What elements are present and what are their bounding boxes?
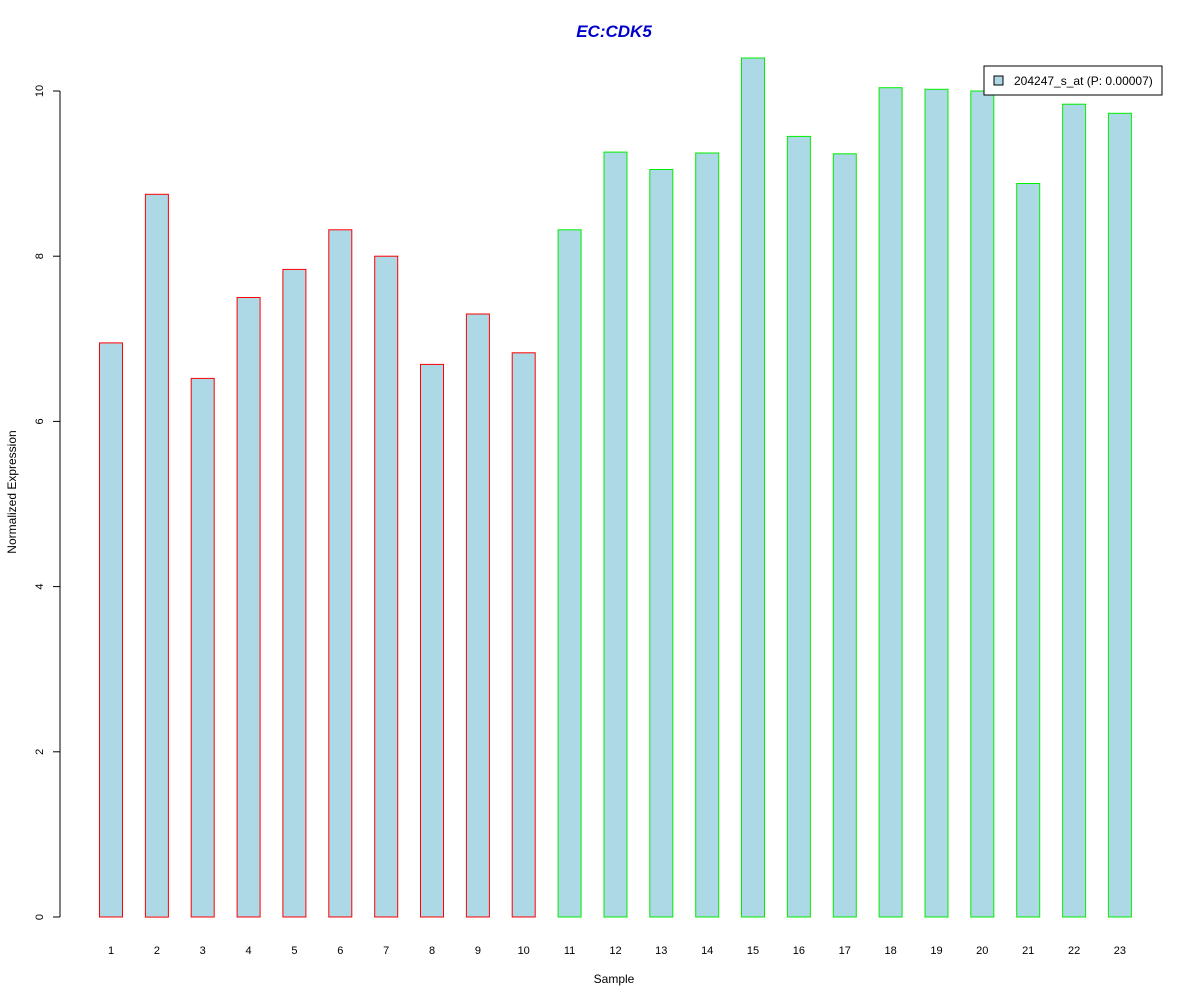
x-tick-label: 5	[291, 945, 297, 957]
x-tick-label: 19	[930, 945, 942, 957]
x-tick-label: 18	[884, 945, 896, 957]
x-tick-label: 4	[246, 945, 252, 957]
bar-sample-9	[465, 313, 490, 918]
x-tick-label: 12	[609, 945, 621, 957]
bar-sample-3	[190, 377, 215, 918]
y-axis: 0 2 4 6 8 10	[34, 85, 61, 920]
x-tick-label: 10	[518, 945, 530, 957]
legend-box	[983, 65, 1163, 96]
bar-sample-11	[557, 229, 582, 918]
x-tick-label: 3	[200, 945, 206, 957]
legend: 204247_s_at (P: 0.00007)	[983, 65, 1163, 96]
y-tick-label: 0	[34, 914, 46, 920]
x-tick-label: 20	[976, 945, 988, 957]
x-tick-label: 16	[793, 945, 805, 957]
y-tick-label: 2	[34, 749, 46, 755]
bar-sample-1	[99, 342, 123, 918]
bar-sample-8	[420, 363, 444, 918]
x-tick-label: 7	[383, 945, 389, 957]
x-tick-label: 1	[108, 945, 114, 957]
bar-sample-10	[511, 352, 536, 918]
x-tick-labels: 1 2 3 4 5 6 7 8 9 10 11 12 13 14 15 16 17 18 19 20 21 22 23	[108, 945, 1126, 957]
bar-sample-22	[1062, 103, 1087, 918]
x-tick-label: 15	[747, 945, 759, 957]
x-tick-label: 17	[839, 945, 851, 957]
x-tick-label: 21	[1022, 945, 1034, 957]
bar-sample-21	[1016, 183, 1041, 918]
x-tick-label: 9	[475, 945, 481, 957]
bar-sample-4	[236, 297, 261, 918]
x-tick-label: 2	[154, 945, 160, 957]
y-axis-label: Normalized Expression	[5, 430, 19, 553]
bar-sample-7	[374, 255, 399, 918]
y-tick-label: 4	[34, 584, 46, 590]
chart-title: EC:CDK5	[576, 22, 652, 41]
bar-sample-2	[144, 193, 169, 918]
bar-sample-18	[878, 87, 903, 918]
bar-sample-19	[924, 88, 949, 918]
bar-sample-5	[282, 268, 307, 918]
y-tick-label: 6	[34, 418, 46, 424]
x-tick-label: 8	[429, 945, 435, 957]
x-tick-label: 14	[701, 945, 713, 957]
bar-sample-20	[970, 90, 995, 918]
x-tick-label: 11	[564, 945, 575, 957]
bar-sample-6	[328, 229, 353, 918]
bar-sample-17	[832, 153, 857, 918]
y-tick-label: 10	[34, 85, 46, 97]
x-tick-label: 23	[1114, 945, 1126, 957]
x-tick-label: 6	[337, 945, 343, 957]
x-tick-label: 22	[1068, 945, 1080, 957]
legend-swatch	[993, 75, 1004, 86]
x-tick-label: 13	[655, 945, 667, 957]
bar-sample-16	[786, 135, 811, 918]
bar-sample-13	[649, 169, 674, 918]
bar-sample-12	[603, 151, 628, 918]
y-tick-label: 8	[34, 253, 46, 259]
legend-label: 204247_s_at (P: 0.00007)	[1014, 74, 1153, 88]
x-axis-label: Sample	[594, 972, 635, 986]
bar-sample-14	[695, 152, 720, 918]
bars-group	[99, 57, 1132, 918]
bar-sample-15	[741, 57, 765, 918]
bar-sample-23	[1107, 112, 1132, 918]
